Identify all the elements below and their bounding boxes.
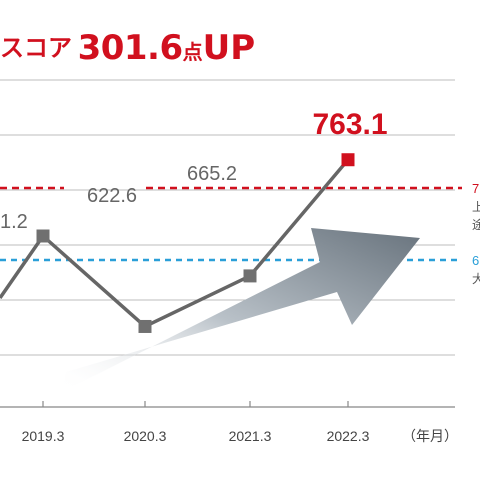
data-label: 763.1	[312, 108, 387, 141]
headline-prefix: スコア	[0, 34, 72, 62]
headline: スコア 301.6点UP	[0, 28, 255, 68]
reference-note: 大	[472, 272, 480, 286]
data-point	[36, 229, 50, 243]
data-point	[138, 319, 152, 333]
headline-suffix: UP	[202, 28, 256, 68]
x-tick-label: 2022.3	[327, 428, 370, 444]
reference-note: 上	[472, 200, 480, 214]
data-label: 665.2	[187, 163, 237, 185]
headline-unit: 点	[182, 40, 203, 64]
x-tick-label: 2020.3	[124, 428, 167, 444]
data-label: 622.6	[87, 185, 137, 207]
reference-note: 途	[472, 217, 480, 232]
x-tick-label: 2021.3	[229, 428, 272, 444]
x-axis-label: （年月）	[402, 429, 458, 445]
reference-label: 6	[472, 253, 479, 268]
trend-arrow	[62, 228, 420, 392]
data-point-highlight	[341, 153, 355, 167]
reference-label: 7	[472, 181, 479, 196]
data-label: 1.2	[0, 211, 28, 233]
x-tick-label: 2019.3	[22, 428, 65, 444]
headline-number: 301.6	[77, 28, 184, 68]
data-point	[243, 269, 257, 283]
